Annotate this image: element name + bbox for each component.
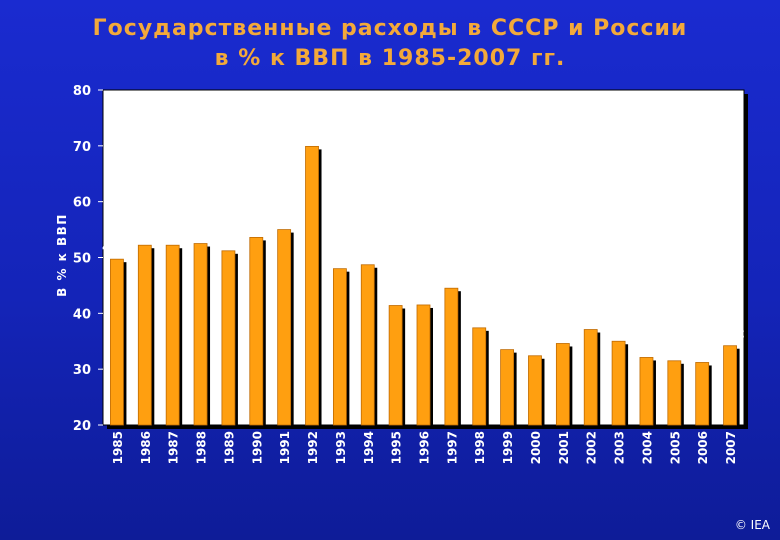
bar-2007 — [723, 345, 737, 426]
data-label-1990: 53,6 — [241, 218, 271, 232]
data-label-2002: 37,1 — [576, 311, 606, 325]
x-tick-label-1992: 1992 — [306, 431, 320, 464]
bar-1997 — [444, 287, 459, 426]
bar-2006 — [695, 362, 710, 426]
x-tick-label-1998: 1998 — [473, 431, 487, 464]
bar-1999 — [500, 349, 515, 426]
x-tick-label-1994: 1994 — [362, 431, 376, 464]
bar-1987 — [165, 244, 180, 426]
bar-2003 — [611, 340, 626, 426]
x-tick-label-1986: 1986 — [139, 431, 153, 464]
data-label-2000: 32,4 — [520, 337, 550, 351]
data-label-1985: 49,7 — [102, 240, 132, 254]
data-label-2004: 32,1 — [632, 338, 662, 352]
data-label-1989: 51,2 — [214, 232, 244, 246]
x-tick-label-2000: 2000 — [529, 431, 543, 464]
bar-2005 — [667, 360, 682, 426]
bar-1998 — [472, 327, 487, 426]
bar-1993 — [332, 268, 347, 426]
y-tick-label: 20 — [73, 419, 91, 434]
bar-1990 — [249, 236, 264, 426]
data-label-2003: 35,0 — [604, 322, 634, 336]
data-label-1991: 55,0 — [269, 211, 299, 225]
data-label-1992: 69,9 — [297, 127, 327, 141]
x-tick-label-1985: 1985 — [111, 431, 125, 464]
y-tick-label: 70 — [73, 140, 91, 155]
data-label-2001: 34,6 — [548, 324, 578, 338]
data-label-1988: 52,5 — [186, 225, 216, 239]
y-axis: 20 30 40 50 60 70 80 — [73, 84, 103, 434]
data-label-1986: 52,2 — [130, 226, 160, 240]
x-tick-label-1993: 1993 — [334, 431, 348, 464]
bar-1988 — [193, 243, 208, 426]
x-tick-label-2002: 2002 — [585, 431, 599, 464]
bar-1996 — [416, 304, 431, 426]
x-axis: 1985 1986 1987 1988 1989 1990 1991 1992 1993 1994… — [111, 431, 738, 464]
x-tick-label-1987: 1987 — [167, 431, 181, 464]
data-label-1997: 44,5 — [437, 269, 467, 283]
y-tick-label: 80 — [73, 84, 91, 99]
y-tick-label: 60 — [73, 196, 91, 211]
data-label-1999: 33,5 — [492, 331, 522, 345]
y-tick-label: 50 — [73, 252, 91, 267]
copyright-notice: © IEA — [734, 518, 770, 532]
chart-title-line-1: Государственные расходы в СССР и России — [92, 16, 688, 41]
x-tick-label-1989: 1989 — [222, 431, 236, 464]
x-tick-label-1995: 1995 — [390, 431, 404, 464]
data-label-1993: 48,0 — [325, 250, 355, 264]
bars — [110, 145, 740, 426]
data-label-1996: 41,5 — [409, 286, 439, 300]
bar-2000 — [528, 355, 542, 426]
bar-2002 — [583, 329, 598, 426]
x-tick-label-1999: 1999 — [501, 431, 515, 464]
data-label-2005: 31,5 — [660, 342, 690, 356]
bar-1995 — [388, 305, 403, 426]
y-tick-label: 40 — [73, 307, 91, 322]
x-tick-label-1996: 1996 — [418, 431, 432, 464]
y-tick-label: 30 — [73, 363, 91, 378]
x-tick-label-2001: 2001 — [557, 431, 571, 464]
x-tick-label-2006: 2006 — [696, 431, 710, 464]
bar-1986 — [137, 244, 152, 426]
bar-2001 — [555, 343, 570, 426]
bar-1989 — [221, 250, 236, 426]
bar-1992 — [305, 145, 319, 426]
bar-2004 — [639, 357, 654, 426]
bar-1994 — [360, 264, 375, 426]
value-labels: 49,752,252,252,551,253,655,069,948,048,7… — [102, 127, 745, 357]
bar-1985 — [110, 258, 124, 426]
x-tick-label-2004: 2004 — [640, 431, 654, 464]
data-label-1994: 48,7 — [353, 246, 383, 260]
x-tick-label-2007: 2007 — [724, 431, 738, 464]
data-label-2007: 34,2 — [715, 327, 745, 341]
bar-1991 — [277, 229, 292, 426]
data-label-1995: 41,4 — [381, 287, 411, 301]
x-tick-label-1991: 1991 — [278, 431, 292, 464]
x-tick-label-1988: 1988 — [195, 431, 209, 464]
x-tick-label-1997: 1997 — [445, 431, 459, 464]
x-tick-label-2003: 2003 — [613, 431, 627, 464]
chart-title-line-2: в % к ВВП в 1985-2007 гг. — [214, 46, 566, 71]
y-axis-label: В % к ВВП — [55, 213, 69, 297]
data-label-1998: 37,4 — [464, 309, 494, 323]
x-tick-label-1990: 1990 — [250, 431, 264, 464]
data-label-2006: 31,2 — [687, 343, 717, 357]
x-tick-label-2005: 2005 — [668, 431, 682, 464]
data-label-1987: 52,2 — [158, 226, 188, 240]
